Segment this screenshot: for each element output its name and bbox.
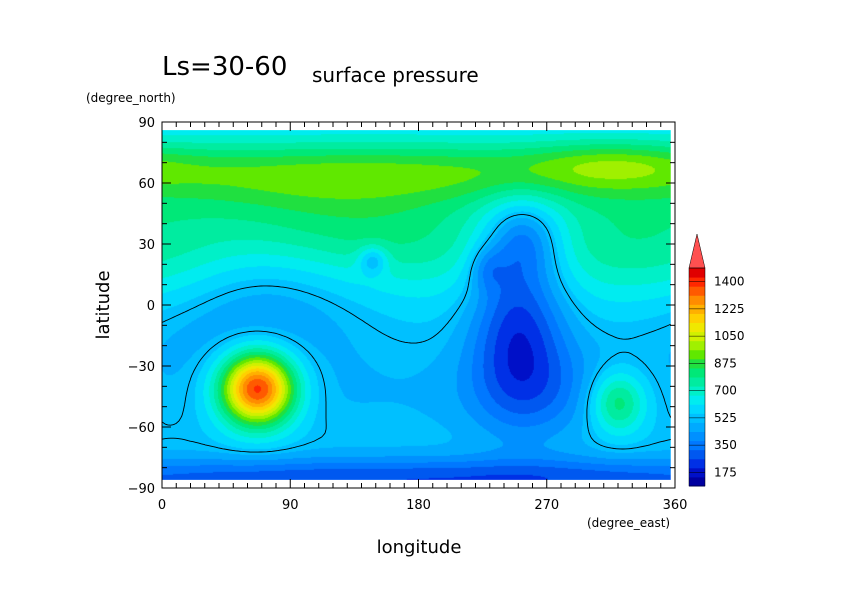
colorbar: 175 350 525 700 875 1050 1225 1400 bbox=[688, 233, 745, 487]
plot-area bbox=[161, 121, 676, 489]
contour-line bbox=[161, 214, 672, 453]
colorbar-swatch bbox=[689, 476, 705, 487]
x-tick-label: 180 bbox=[406, 498, 431, 513]
colorbar-swatch bbox=[689, 431, 705, 442]
colorbar-tick-label: 700 bbox=[714, 384, 737, 398]
x-unit-label: (degree_east) bbox=[587, 516, 670, 530]
title-left: Ls=30-60 bbox=[162, 52, 287, 82]
x-axis-label: longitude bbox=[377, 537, 462, 558]
y-axis-label: latitude bbox=[93, 270, 114, 339]
colorbar-swatch bbox=[689, 377, 705, 387]
colorbar-frame bbox=[688, 267, 706, 487]
axis-ticks bbox=[161, 121, 676, 489]
x-tick-label: 0 bbox=[158, 498, 166, 513]
y-tick-label: 60 bbox=[138, 177, 155, 192]
colorbar-swatch bbox=[689, 395, 705, 405]
x-tick-label: 270 bbox=[534, 498, 559, 513]
colorbar-swatch bbox=[689, 458, 705, 469]
y-tick-label: 30 bbox=[138, 238, 155, 253]
chart-title: surface pressure bbox=[312, 63, 479, 87]
x-tick-label: 360 bbox=[663, 498, 688, 513]
colorbar-swatch bbox=[689, 286, 705, 296]
colorbar-swatch bbox=[689, 404, 705, 414]
y-tick-label: 90 bbox=[138, 116, 155, 131]
colorbar-swatch bbox=[689, 322, 705, 333]
y-unit-label: (degree_north) bbox=[86, 91, 176, 105]
colorbar-tick-label: 1225 bbox=[714, 302, 745, 316]
y-tick-label: −60 bbox=[128, 421, 155, 436]
colorbar-swatch bbox=[689, 449, 705, 460]
colorbar-swatch bbox=[689, 295, 705, 305]
y-tick-label: −90 bbox=[128, 482, 155, 497]
heatmap-image bbox=[162, 130, 671, 480]
colorbar-tick-label: 175 bbox=[714, 465, 737, 479]
colorbar-swatch bbox=[689, 422, 705, 432]
colorbar-tick-label: 1400 bbox=[714, 275, 745, 289]
colorbar-tick-label: 525 bbox=[714, 411, 737, 425]
colorbar-swatch bbox=[689, 340, 705, 351]
colorbar-tick-label: 350 bbox=[714, 438, 737, 452]
colorbar-tick-label: 875 bbox=[714, 356, 737, 370]
y-tick-label: 0 bbox=[147, 299, 155, 314]
colorbar-swatch bbox=[689, 367, 705, 378]
colorbar-swatch bbox=[689, 268, 705, 278]
x-tick-label: 90 bbox=[282, 498, 299, 513]
colorbar-extend-max bbox=[688, 233, 706, 269]
colorbar-swatch bbox=[689, 313, 705, 323]
colorbar-tick-label: 1050 bbox=[714, 329, 745, 343]
colorbar-swatch bbox=[689, 349, 705, 360]
y-tick-label: −30 bbox=[128, 360, 155, 375]
